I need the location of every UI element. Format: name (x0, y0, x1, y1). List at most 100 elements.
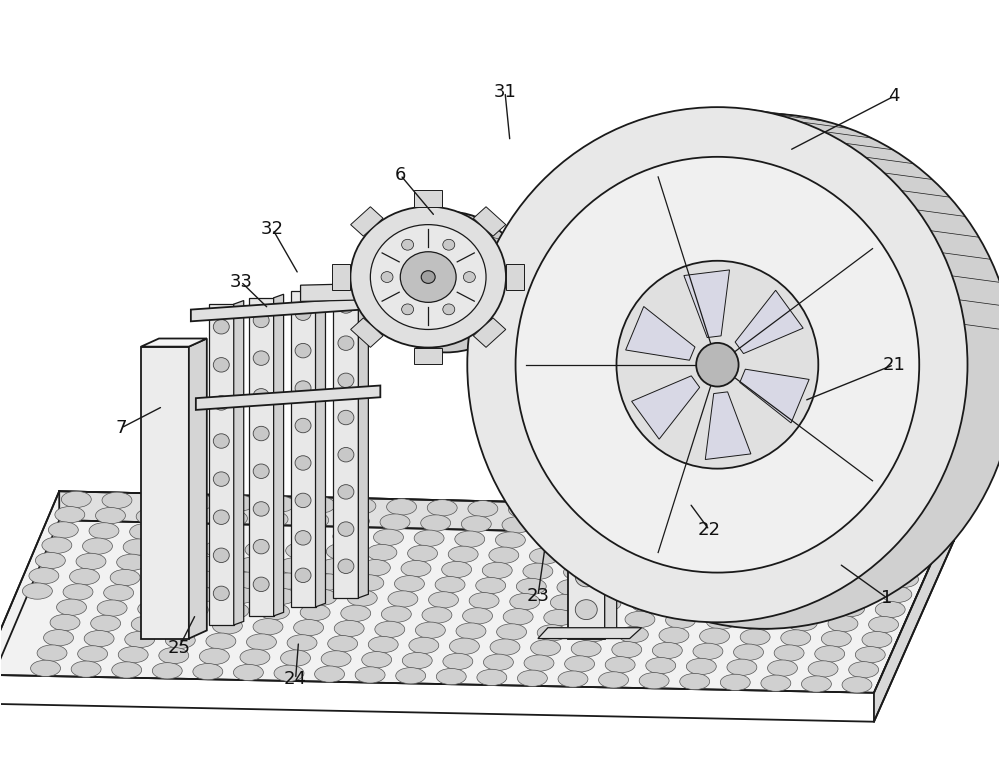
Ellipse shape (299, 512, 329, 528)
Polygon shape (735, 290, 803, 354)
Polygon shape (473, 207, 506, 236)
Ellipse shape (253, 389, 269, 403)
Ellipse shape (543, 517, 573, 534)
Ellipse shape (295, 419, 311, 433)
Ellipse shape (143, 493, 173, 510)
Ellipse shape (575, 534, 597, 554)
Ellipse shape (381, 271, 393, 282)
Ellipse shape (625, 611, 655, 628)
Ellipse shape (827, 524, 857, 540)
Ellipse shape (245, 541, 275, 558)
Ellipse shape (828, 615, 858, 632)
Ellipse shape (631, 504, 660, 520)
Ellipse shape (672, 597, 702, 613)
Ellipse shape (273, 573, 303, 589)
Polygon shape (568, 327, 605, 638)
Ellipse shape (164, 540, 194, 556)
Ellipse shape (455, 531, 485, 547)
Ellipse shape (131, 616, 161, 632)
Ellipse shape (138, 601, 168, 617)
Ellipse shape (300, 604, 330, 621)
Ellipse shape (889, 571, 918, 588)
Polygon shape (358, 280, 368, 598)
Text: 25: 25 (167, 638, 190, 657)
Ellipse shape (427, 500, 457, 516)
Ellipse shape (185, 587, 215, 603)
Ellipse shape (224, 495, 254, 511)
Ellipse shape (206, 633, 236, 649)
Ellipse shape (436, 668, 466, 685)
Ellipse shape (96, 507, 125, 524)
Ellipse shape (374, 529, 403, 545)
Ellipse shape (307, 589, 337, 605)
Ellipse shape (338, 485, 354, 499)
Ellipse shape (151, 571, 181, 587)
Ellipse shape (429, 591, 458, 608)
Ellipse shape (78, 646, 108, 662)
Ellipse shape (354, 574, 384, 591)
Ellipse shape (456, 623, 486, 639)
Ellipse shape (908, 526, 938, 542)
Ellipse shape (294, 620, 324, 636)
Ellipse shape (381, 606, 411, 622)
Ellipse shape (48, 522, 78, 538)
Ellipse shape (874, 510, 904, 527)
Ellipse shape (380, 514, 410, 530)
Ellipse shape (616, 261, 818, 469)
Ellipse shape (734, 644, 763, 660)
Ellipse shape (700, 628, 730, 645)
Ellipse shape (198, 556, 228, 572)
Ellipse shape (611, 550, 641, 566)
Ellipse shape (489, 547, 519, 564)
Polygon shape (740, 369, 809, 423)
Ellipse shape (240, 649, 270, 665)
Polygon shape (196, 386, 380, 410)
Ellipse shape (720, 674, 750, 691)
Ellipse shape (368, 636, 398, 653)
Ellipse shape (618, 626, 648, 642)
Ellipse shape (584, 611, 614, 627)
Ellipse shape (347, 590, 377, 606)
Ellipse shape (624, 520, 654, 536)
Ellipse shape (564, 564, 593, 581)
Ellipse shape (605, 657, 635, 673)
Polygon shape (209, 304, 234, 625)
Ellipse shape (233, 665, 263, 681)
Ellipse shape (370, 224, 486, 329)
Ellipse shape (467, 107, 967, 622)
Ellipse shape (84, 631, 114, 647)
Ellipse shape (136, 508, 166, 524)
Ellipse shape (821, 631, 851, 647)
Ellipse shape (490, 639, 520, 655)
Ellipse shape (575, 600, 597, 620)
Ellipse shape (855, 555, 884, 571)
Ellipse shape (448, 546, 478, 562)
Ellipse shape (575, 436, 597, 456)
Ellipse shape (165, 632, 195, 648)
Polygon shape (414, 190, 442, 207)
Ellipse shape (178, 601, 208, 618)
Polygon shape (351, 318, 383, 348)
Ellipse shape (219, 603, 249, 619)
Ellipse shape (338, 373, 354, 388)
Ellipse shape (468, 500, 498, 517)
Ellipse shape (338, 559, 354, 574)
Ellipse shape (719, 583, 749, 599)
Ellipse shape (502, 517, 532, 533)
Ellipse shape (57, 599, 86, 615)
Ellipse shape (443, 653, 473, 669)
Ellipse shape (713, 598, 743, 614)
Text: 7: 7 (115, 419, 127, 437)
Ellipse shape (346, 498, 376, 514)
Polygon shape (191, 297, 375, 322)
Ellipse shape (253, 618, 283, 635)
Ellipse shape (118, 647, 148, 663)
Ellipse shape (841, 585, 871, 601)
Ellipse shape (89, 523, 119, 539)
Ellipse shape (31, 660, 61, 676)
Ellipse shape (902, 541, 932, 557)
Ellipse shape (706, 613, 736, 629)
Ellipse shape (549, 503, 579, 519)
Ellipse shape (787, 524, 816, 540)
Ellipse shape (598, 580, 627, 596)
